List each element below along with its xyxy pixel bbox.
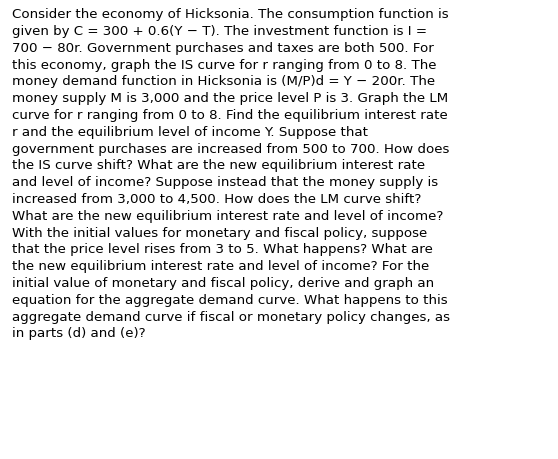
Text: Consider the economy of Hicksonia. The consumption function is
given by C = 300 : Consider the economy of Hicksonia. The c… [12,8,450,340]
